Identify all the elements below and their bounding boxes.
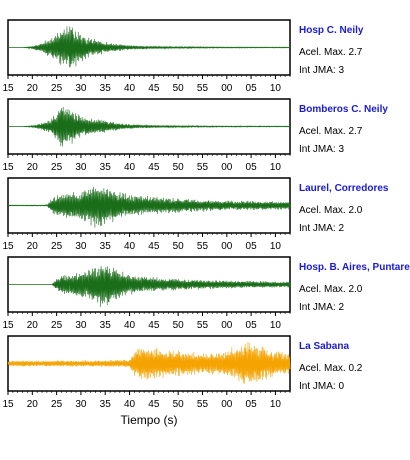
x-tick-label: 10 [270, 162, 282, 173]
intensity-label: Int JMA: 2 [299, 302, 344, 313]
x-tick-label: 05 [246, 83, 258, 94]
x-tick-label: 55 [197, 83, 209, 94]
x-tick-label: 10 [270, 241, 282, 252]
waveform-trace [8, 265, 291, 307]
intensity-label: Int JMA: 3 [299, 65, 344, 76]
intensity-label: Int JMA: 2 [299, 223, 344, 234]
waveform-trace [7, 186, 291, 228]
seismogram-panel: 15 20 25 30 35 40 45 50 55 00 05 10 Hosp. B. Aires, … [2, 256, 410, 331]
x-tick-label: 55 [197, 399, 209, 410]
x-tick-label: 55 [197, 241, 209, 252]
x-tick-label: 45 [148, 399, 160, 410]
x-tick-label: 15 [2, 399, 14, 410]
accel-max-label: Acel. Max. 2.0 [299, 205, 363, 216]
x-tick-label: 15 [2, 320, 14, 331]
x-tick-label: 20 [27, 162, 39, 173]
x-tick-label: 40 [124, 241, 136, 252]
x-tick-label: 35 [100, 241, 112, 252]
x-tick-label: 35 [100, 162, 112, 173]
x-tick-label: 45 [148, 162, 160, 173]
x-tick-label: 20 [27, 83, 39, 94]
accel-max-label: Acel. Max. 2.7 [299, 47, 363, 58]
x-tick-label: 25 [51, 162, 63, 173]
x-tick-label: 45 [148, 320, 160, 331]
x-tick-label: 30 [75, 162, 87, 173]
seismogram-panel: 15 20 25 30 35 40 45 50 55 00 05 10 La Sabana Acel. M… [2, 335, 363, 427]
station-name: Hosp C. Neily [299, 25, 364, 36]
waveform-trace [8, 106, 291, 147]
x-tick-label: 40 [124, 320, 136, 331]
station-name: Bomberos C. Neily [299, 104, 388, 115]
x-tick-label: 30 [75, 241, 87, 252]
seismogram-panel: 15 20 25 30 35 40 45 50 55 00 05 10 Hosp C. Neily Ace… [2, 19, 364, 94]
x-tick-label: 05 [246, 320, 258, 331]
x-tick-label: 10 [270, 83, 282, 94]
seismogram-panel: 15 20 25 30 35 40 45 50 55 00 05 10 Bomberos C. Neil… [2, 98, 388, 173]
x-tick-label: 20 [27, 320, 39, 331]
x-tick-label: 00 [221, 162, 233, 173]
x-tick-label: 05 [246, 399, 258, 410]
intensity-label: Int JMA: 0 [299, 381, 344, 392]
x-tick-label: 35 [100, 320, 112, 331]
x-tick-label: 30 [75, 83, 87, 94]
x-tick-label: 00 [221, 241, 233, 252]
x-tick-label: 55 [197, 320, 209, 331]
station-name: Laurel, Corredores [299, 183, 389, 194]
x-tick-label: 00 [221, 83, 233, 94]
x-tick-label: 35 [100, 399, 112, 410]
x-tick-label: 25 [51, 241, 63, 252]
x-tick-label: 50 [173, 320, 185, 331]
x-tick-label: 45 [148, 241, 160, 252]
x-axis-label: Tiempo (s) [121, 413, 178, 427]
x-tick-label: 00 [221, 320, 233, 331]
x-tick-label: 15 [2, 83, 14, 94]
x-tick-label: 25 [51, 399, 63, 410]
seismogram-panels: 15 20 25 30 35 40 45 50 55 00 05 10 Hosp C. Neily Ace… [2, 19, 410, 427]
x-tick-label: 45 [148, 83, 160, 94]
station-name: La Sabana [299, 341, 349, 352]
x-tick-label: 15 [2, 162, 14, 173]
accel-max-label: Acel. Max. 0.2 [299, 363, 363, 374]
x-tick-label: 10 [270, 399, 282, 410]
x-tick-label: 10 [270, 320, 282, 331]
intensity-label: Int JMA: 3 [299, 144, 344, 155]
x-tick-label: 05 [246, 162, 258, 173]
x-tick-label: 25 [51, 83, 63, 94]
seismogram-panel: 15 20 25 30 35 40 45 50 55 00 05 10 Laurel, Corredor… [2, 177, 389, 252]
accel-max-label: Acel. Max. 2.0 [299, 284, 363, 295]
station-name: Hosp. B. Aires, Puntarenas [299, 262, 410, 273]
waveform-trace [7, 341, 291, 384]
x-tick-label: 30 [75, 320, 87, 331]
x-tick-label: 05 [246, 241, 258, 252]
x-tick-label: 15 [2, 241, 14, 252]
waveform-trace [8, 26, 291, 68]
x-tick-label: 20 [27, 241, 39, 252]
x-tick-label: 30 [75, 399, 87, 410]
x-tick-label: 35 [100, 83, 112, 94]
x-tick-label: 50 [173, 162, 185, 173]
x-tick-label: 25 [51, 320, 63, 331]
x-tick-label: 20 [27, 399, 39, 410]
x-tick-label: 55 [197, 162, 209, 173]
x-tick-label: 40 [124, 399, 136, 410]
x-tick-label: 40 [124, 162, 136, 173]
x-tick-label: 50 [173, 241, 185, 252]
x-tick-label: 40 [124, 83, 136, 94]
x-tick-label: 50 [173, 83, 185, 94]
accel-max-label: Acel. Max. 2.7 [299, 126, 363, 137]
x-tick-label: 00 [221, 399, 233, 410]
x-tick-label: 50 [173, 399, 185, 410]
